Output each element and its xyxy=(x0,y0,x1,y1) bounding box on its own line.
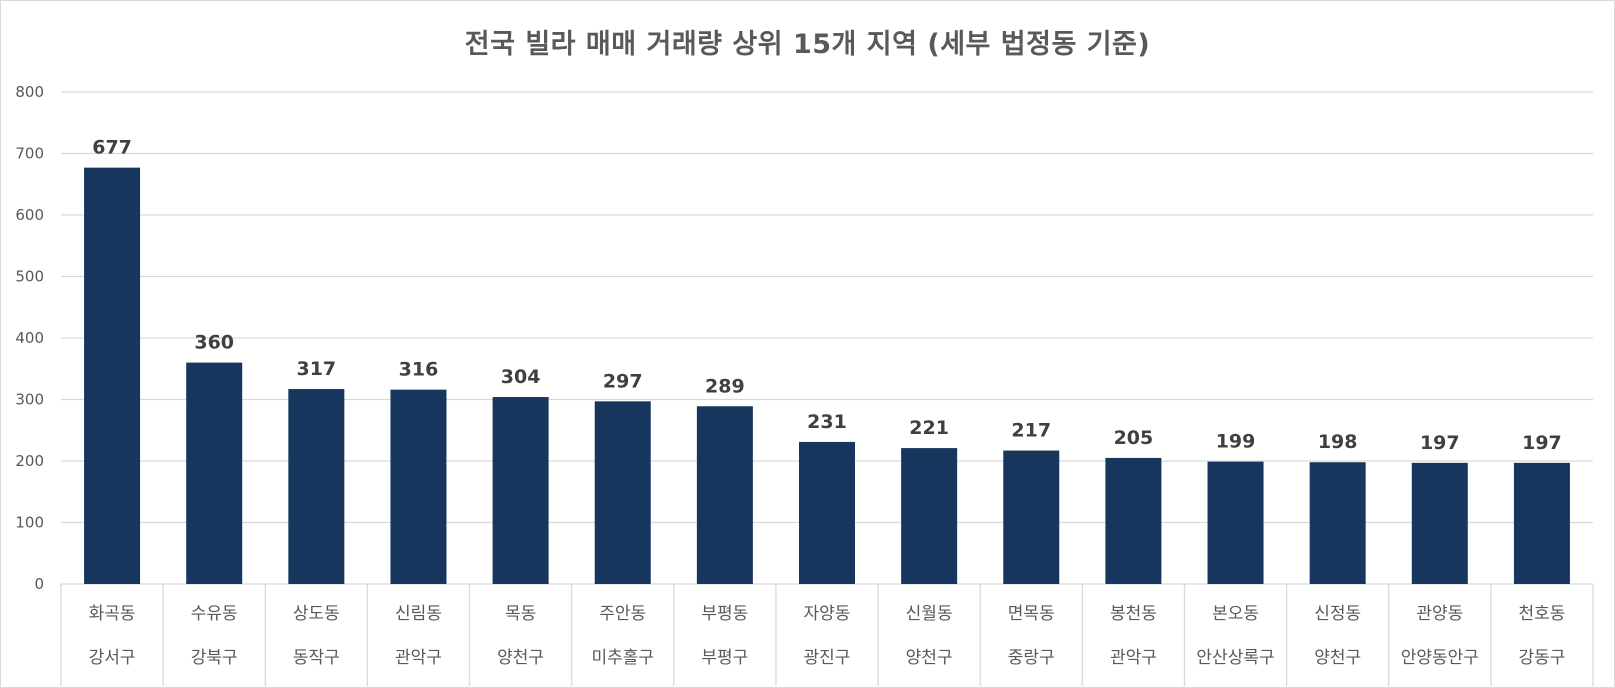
x-tick-label-gu: 강서구 xyxy=(89,648,136,668)
x-tick-label-gu: 관악구 xyxy=(1110,648,1157,668)
data-label: 197 xyxy=(1420,432,1460,454)
x-tick-label-dong: 목동 xyxy=(505,604,536,624)
x-tick-label-dong: 신림동 xyxy=(395,604,442,624)
bar xyxy=(594,401,651,584)
x-tick-label-dong: 상도동 xyxy=(293,604,340,624)
bar xyxy=(288,389,345,584)
x-tick-label-gu: 중랑구 xyxy=(1008,648,1055,668)
bar xyxy=(492,397,549,584)
x-tick-label-dong: 면목동 xyxy=(1008,604,1055,624)
x-tick-label-gu: 양천구 xyxy=(906,648,953,668)
x-tick-label-gu: 강북구 xyxy=(191,648,238,668)
bar xyxy=(1309,462,1366,584)
data-label: 221 xyxy=(909,417,949,439)
bar xyxy=(1207,461,1264,584)
y-tick-label: 800 xyxy=(15,83,44,101)
x-tick-label-gu: 동작구 xyxy=(293,648,340,668)
bar xyxy=(696,406,753,584)
y-tick-label: 600 xyxy=(15,206,44,224)
y-tick-label: 400 xyxy=(15,329,44,347)
data-label: 317 xyxy=(296,358,336,380)
x-tick-label-gu: 양천구 xyxy=(497,648,544,668)
x-tick-label-gu: 강동구 xyxy=(1518,648,1565,668)
data-label: 316 xyxy=(399,359,439,381)
x-tick-label-gu: 부평구 xyxy=(701,648,748,668)
x-tick-label-dong: 자양동 xyxy=(804,604,851,624)
data-label: 197 xyxy=(1522,432,1562,454)
data-label: 297 xyxy=(603,370,643,392)
x-tick-label-dong: 관양동 xyxy=(1416,604,1463,624)
y-tick-label: 500 xyxy=(15,268,44,286)
x-tick-label-dong: 주안동 xyxy=(599,604,646,624)
data-label: 199 xyxy=(1216,431,1256,453)
x-tick-label-dong: 본오동 xyxy=(1212,604,1259,624)
bar xyxy=(901,448,958,584)
x-tick-label-gu: 미추홀구 xyxy=(591,648,654,668)
x-tick-label-dong: 봉천동 xyxy=(1110,604,1157,624)
y-tick-label: 0 xyxy=(34,575,44,593)
bar xyxy=(799,441,855,584)
data-label: 304 xyxy=(501,366,541,388)
bar xyxy=(1513,462,1570,584)
x-tick-label-dong: 부평동 xyxy=(701,604,748,624)
x-tick-label-gu: 안산상록구 xyxy=(1196,648,1274,668)
data-label: 360 xyxy=(194,332,234,354)
data-label: 205 xyxy=(1114,427,1154,449)
x-tick-label-gu: 광진구 xyxy=(804,648,851,668)
x-tick-label-dong: 수유동 xyxy=(191,604,238,624)
data-label: 289 xyxy=(705,375,745,397)
x-tick-label-dong: 화곡동 xyxy=(89,604,136,624)
data-label: 677 xyxy=(92,137,132,159)
x-tick-label-gu: 양천구 xyxy=(1314,648,1361,668)
data-label: 231 xyxy=(807,411,847,433)
y-tick-label: 300 xyxy=(15,391,44,409)
chart-title: 전국 빌라 매매 거래량 상위 15개 지역 (세부 법정동 기준) xyxy=(464,29,1151,60)
x-tick-label-gu: 관악구 xyxy=(395,648,442,668)
bar xyxy=(1105,457,1162,584)
data-label: 217 xyxy=(1011,420,1051,442)
x-tick-label-dong: 신정동 xyxy=(1314,604,1361,624)
bar xyxy=(1003,450,1060,584)
bar xyxy=(1411,462,1468,584)
y-tick-label: 100 xyxy=(15,514,44,532)
y-tick-label: 200 xyxy=(15,452,44,470)
bar xyxy=(390,389,447,584)
bar xyxy=(186,362,243,584)
x-tick-label-dong: 신월동 xyxy=(906,604,953,624)
bar xyxy=(84,167,141,584)
x-tick-label-gu: 안양동안구 xyxy=(1401,648,1479,668)
x-tick-label-dong: 천호동 xyxy=(1518,604,1565,624)
data-label: 198 xyxy=(1318,431,1358,453)
y-tick-label: 700 xyxy=(15,145,44,163)
